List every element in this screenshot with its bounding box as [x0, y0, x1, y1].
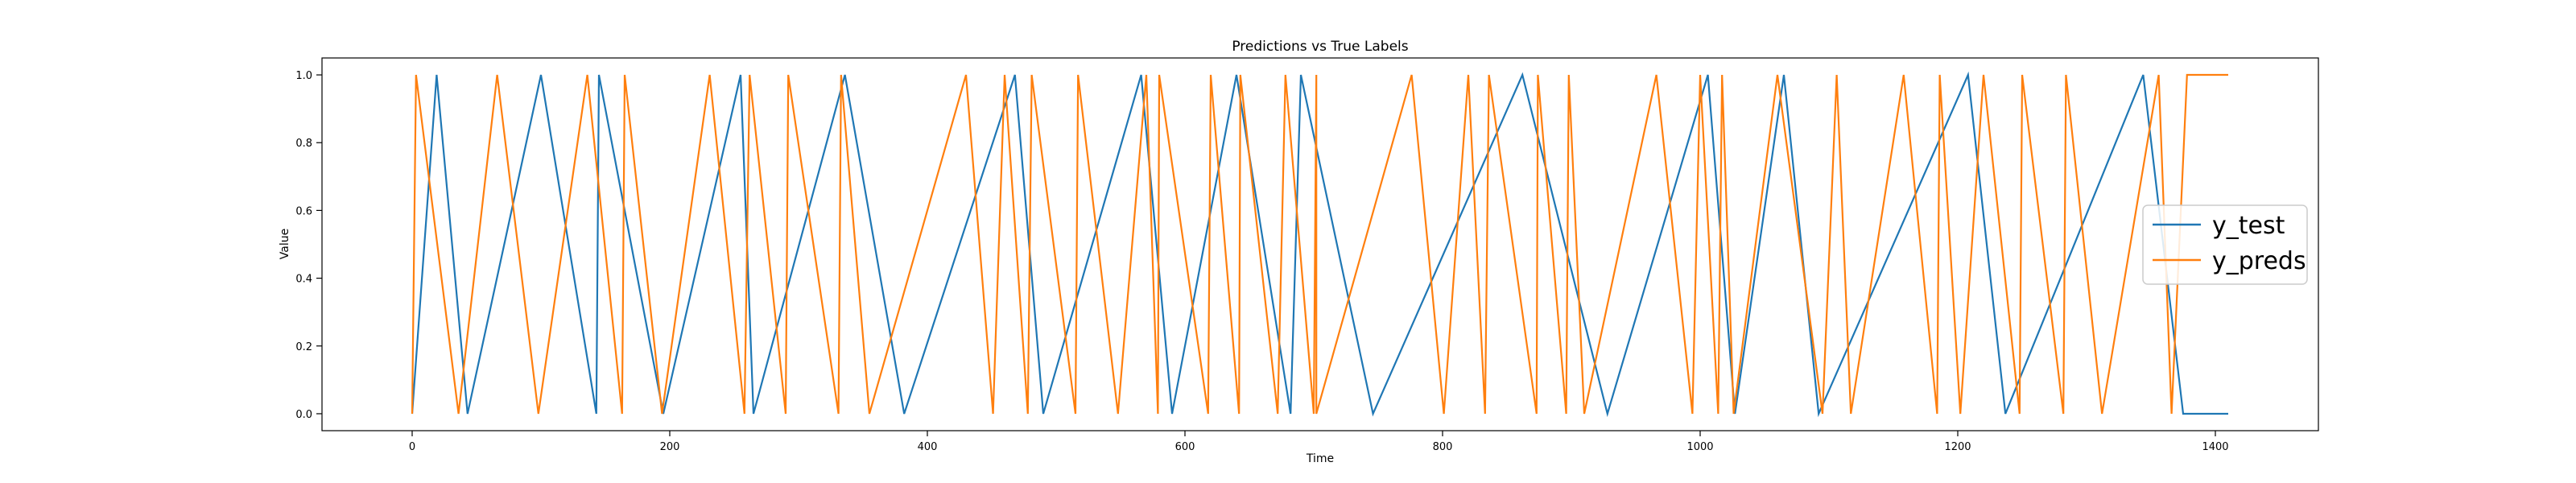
- y-tick-label: 0.2: [295, 341, 312, 353]
- legend: y_test y_preds: [2142, 204, 2308, 285]
- x-tick-label: 0: [409, 441, 415, 453]
- x-tick-label: 200: [660, 441, 680, 453]
- legend-label-y-test: y_test: [2212, 212, 2285, 240]
- y-tick-label: 0.6: [295, 205, 312, 217]
- legend-label-y-preds: y_preds: [2212, 247, 2306, 275]
- y-tick-label: 0.4: [295, 274, 312, 286]
- y-axis-label: Value: [279, 229, 291, 259]
- plot-area-frame: [321, 57, 2319, 431]
- x-tick-label: 1400: [2202, 441, 2228, 453]
- x-tick-label: 800: [1433, 441, 1453, 453]
- y-tick-label: 0.0: [295, 409, 312, 421]
- chart-title: Predictions vs True Labels: [1232, 39, 1408, 55]
- series-line-y-test: [411, 71, 2228, 418]
- y-tick-label: 1.0: [295, 70, 312, 82]
- series-line-y-preds: [411, 73, 2228, 415]
- x-tick-label: 1200: [1944, 441, 1971, 453]
- x-tick-label: 400: [918, 441, 938, 453]
- x-axis-label: Time: [1306, 452, 1334, 465]
- series-lines: [411, 71, 2228, 418]
- x-tick-label: 600: [1175, 441, 1195, 453]
- y-tick-label: 0.8: [295, 138, 312, 150]
- axis-ticks: 0 200 400 600 800 1000 1200 1400 0.0 0.2 0.4 0.6 0.8…: [295, 70, 2228, 453]
- x-tick-label: 1000: [1686, 441, 1713, 453]
